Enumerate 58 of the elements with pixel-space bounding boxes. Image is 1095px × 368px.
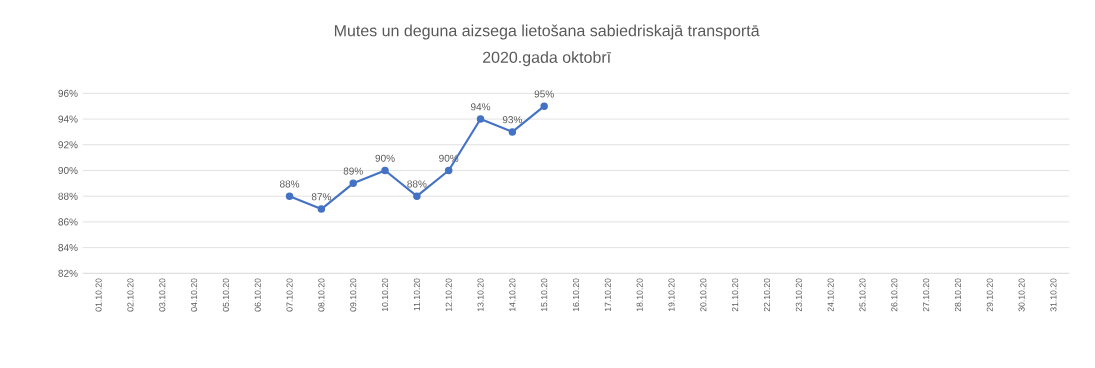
x-tick-label: 25.10.20 xyxy=(859,278,866,312)
x-tick-label: 28.10.20 xyxy=(954,278,962,312)
x-tick-label: 03.10.20 xyxy=(159,278,166,312)
data-label: 90% xyxy=(375,154,395,162)
point xyxy=(508,128,517,136)
x-tick-label: 05.10.20 xyxy=(222,278,229,312)
point xyxy=(317,205,326,213)
y-tick-label: 90% xyxy=(58,166,78,175)
data-label: 88% xyxy=(279,180,300,188)
data-label: 87% xyxy=(311,193,332,201)
x-tick-label: 13.10.20 xyxy=(477,278,484,312)
x-tick-label: 01.10.20 xyxy=(95,278,102,312)
x-tick-label: 17.10.20 xyxy=(604,278,611,312)
x-tick-label: 21.10.20 xyxy=(732,278,739,312)
point xyxy=(540,102,548,110)
x-tick-label: 09.10.20 xyxy=(350,278,357,312)
data-label: 89% xyxy=(343,167,363,175)
x-tick-label: 20.10.20 xyxy=(700,278,707,312)
x-tick-label: 30.10.20 xyxy=(1018,278,1025,312)
x-tick-label: 23.10.20 xyxy=(795,278,802,312)
point xyxy=(285,192,294,200)
x-tick-label: 24.10.20 xyxy=(827,278,834,312)
y-tick-label: 84% xyxy=(58,244,78,252)
x-tick-label: 27.10.20 xyxy=(923,278,930,312)
point xyxy=(413,192,421,200)
data-label: 93% xyxy=(502,116,522,124)
x-tick-label: 12.10.20 xyxy=(445,278,452,312)
chart-title: Mutes un deguna aizsega lietošana sabiedriskajā transportā xyxy=(334,24,760,40)
x-tick-label: 26.10.20 xyxy=(891,278,898,312)
x-tick-label: 07.10.20 xyxy=(286,278,293,312)
x-tick-label: 02.10.20 xyxy=(127,278,134,312)
x-tick-label: 10.10.20 xyxy=(381,278,389,312)
x-tick-label: 15.10.20 xyxy=(541,278,548,312)
x-tick-label: 14.10.20 xyxy=(509,278,516,312)
y-tick-label: 86% xyxy=(58,218,78,226)
x-tick-label: 04.10.20 xyxy=(191,278,198,312)
data-label: 94% xyxy=(470,103,491,111)
x-tick-label: 11.10.20 xyxy=(413,278,420,311)
x-tick-label: 19.10.20 xyxy=(668,278,675,312)
x-tick-label: 31.10.20 xyxy=(1050,278,1057,312)
y-tick-label: 94% xyxy=(58,115,78,123)
y-tick-label: 82% xyxy=(58,269,78,277)
y-tick-label: 88% xyxy=(58,192,78,200)
point xyxy=(476,115,485,123)
data-label: 88% xyxy=(407,180,427,188)
x-tick-label: 08.10.20 xyxy=(318,278,325,312)
point xyxy=(444,166,453,175)
point xyxy=(381,166,389,175)
point xyxy=(349,179,357,188)
x-tick-label: 22.10.20 xyxy=(763,278,771,312)
x-tick-label: 16.10.20 xyxy=(572,278,580,312)
y-tick-label: 92% xyxy=(58,141,78,149)
chart-subtitle: 2020.gada oktobrī xyxy=(482,51,612,67)
y-tick-label: 96% xyxy=(58,89,78,97)
x-tick-label: 29.10.20 xyxy=(986,278,993,312)
x-tick-label: 18.10.20 xyxy=(636,278,643,312)
data-label: 95% xyxy=(534,90,554,98)
x-tick-label: 06.10.20 xyxy=(254,278,261,312)
